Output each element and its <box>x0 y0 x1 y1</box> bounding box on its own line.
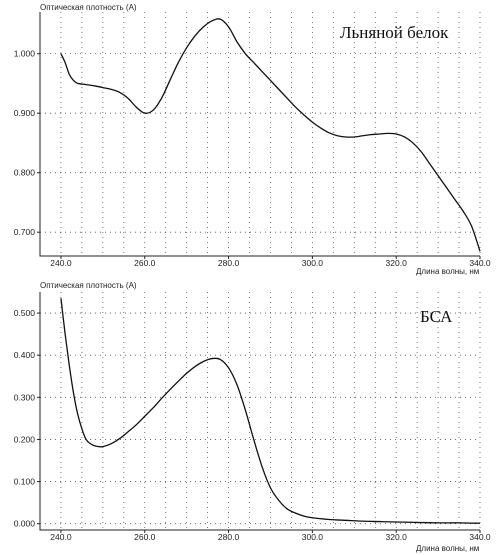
x-tick-label: 260.0 <box>134 532 156 542</box>
absorbance-curve <box>60 298 481 524</box>
y-tick-label: 0.300 <box>14 392 36 402</box>
x-tick-label: 260.0 <box>134 258 156 268</box>
x-tick-label: 240.0 <box>50 532 72 542</box>
y-tick-label: 0.500 <box>14 308 36 318</box>
y-tick-label: 0.800 <box>14 168 36 178</box>
axes <box>39 12 480 257</box>
absorbance-curve <box>60 18 481 252</box>
chart-flax-protein: Оптическая плотность (A) 0.700 0.800 0.900… <box>14 3 491 276</box>
axes <box>39 292 480 531</box>
y-tick-label: 0.700 <box>14 227 36 237</box>
y-tick-label: 0.900 <box>14 108 36 118</box>
x-tick-label: 340.0 <box>469 532 491 542</box>
x-ticks: 240.0 260.0 280.0 300.0 320.0 340.0 <box>50 530 491 542</box>
y-axis-label: Оптическая плотность (A) <box>40 3 137 12</box>
y-tick-label: 0.400 <box>14 350 36 360</box>
gridlines <box>40 12 481 256</box>
x-tick-label: 320.0 <box>386 258 408 268</box>
y-ticks: 0.700 0.800 0.900 1.000 <box>14 49 40 237</box>
x-tick-label: 280.0 <box>218 258 240 268</box>
x-tick-label: 300.0 <box>302 258 324 268</box>
chart-title: Льняной белок <box>340 23 449 42</box>
x-tick-label: 300.0 <box>302 532 324 542</box>
y-tick-label: 0.000 <box>14 519 36 529</box>
y-tick-label: 0.200 <box>14 434 36 444</box>
y-ticks: 0.000 0.100 0.200 0.300 0.400 0.500 <box>14 308 40 529</box>
x-ticks: 240.0 260.0 280.0 300.0 320.0 340.0 <box>50 256 491 268</box>
y-tick-label: 1.000 <box>14 49 36 59</box>
x-tick-label: 320.0 <box>386 532 408 542</box>
chart-bsa: Оптическая плотность (A) 0.000 0.100 0.200… <box>14 281 491 553</box>
chart-title: БСА <box>420 307 453 326</box>
gridlines <box>40 292 481 530</box>
x-axis-label: Длина волны, нм <box>416 544 479 553</box>
x-tick-label: 240.0 <box>50 258 72 268</box>
y-tick-label: 0.100 <box>14 477 36 487</box>
x-axis-label: Длина волны, нм <box>416 267 479 276</box>
x-tick-label: 340.0 <box>469 258 491 268</box>
y-axis-label: Оптическая плотность (A) <box>40 281 137 290</box>
x-tick-label: 280.0 <box>218 532 240 542</box>
